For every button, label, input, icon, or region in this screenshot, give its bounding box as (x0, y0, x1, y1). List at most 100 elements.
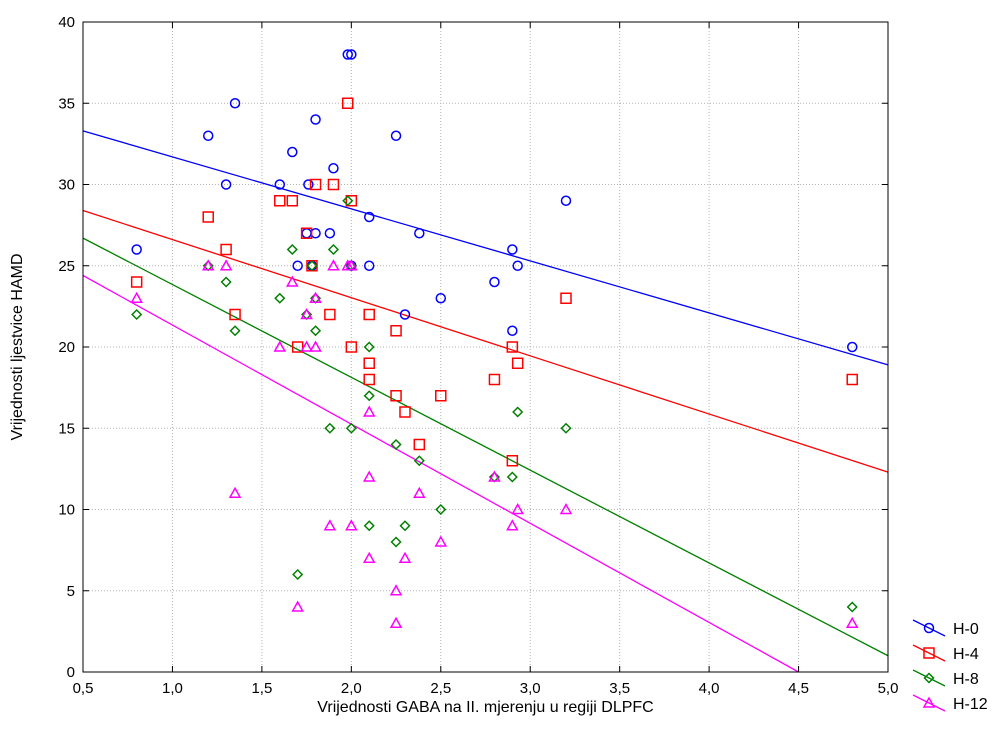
data-point (291, 600, 304, 612)
data-point (435, 390, 447, 402)
x-tick-label: 3,0 (520, 680, 541, 697)
legend-item-h-0: H-0 (912, 619, 979, 638)
data-point (229, 325, 241, 337)
y-tick-label: 25 (58, 258, 75, 275)
regression-line-h-8 (82, 237, 889, 657)
data-point (512, 406, 524, 418)
data-point (201, 259, 215, 271)
data-point (220, 276, 232, 288)
x-tick-label: 3,5 (609, 680, 630, 697)
data-point (229, 98, 241, 109)
data-point (363, 520, 375, 532)
data-point (488, 470, 501, 482)
data-point (309, 291, 322, 303)
y-tick-label: 0 (67, 664, 75, 681)
data-point (130, 291, 143, 303)
data-point (228, 486, 242, 498)
regression-line-h-12 (82, 274, 799, 673)
data-point (363, 308, 375, 321)
data-point (362, 405, 376, 417)
data-point (301, 228, 312, 239)
data-point (292, 260, 303, 271)
data-point (306, 260, 318, 272)
data-point (413, 438, 426, 451)
y-axis-label: Vrijednosti ljestvice HAMD (9, 253, 26, 440)
legend-label: H-4 (953, 646, 979, 663)
data-point (342, 97, 354, 109)
series-h-0 (131, 49, 858, 353)
data-point (345, 195, 358, 207)
data-point (345, 259, 358, 271)
data-point (846, 601, 858, 613)
data-point (489, 276, 500, 288)
data-point (286, 243, 298, 256)
data-point (362, 551, 376, 563)
legend-marker (923, 672, 935, 684)
data-point (346, 49, 357, 60)
data-point (229, 308, 241, 321)
data-point (363, 341, 375, 353)
data-point (131, 244, 142, 255)
data-point (327, 178, 340, 191)
y-tick-label: 40 (58, 14, 75, 31)
x-tick-label: 0,5 (73, 680, 94, 697)
data-point (300, 307, 313, 320)
data-point (324, 228, 336, 239)
data-point (511, 357, 524, 369)
legend: H-0 H-4 H-8 H-12 (912, 619, 988, 713)
x-tick-label: 5,0 (878, 680, 899, 697)
data-point (506, 341, 519, 353)
legend-line (912, 694, 946, 712)
data-point (488, 373, 501, 386)
data-point (286, 195, 299, 207)
data-point (559, 502, 573, 515)
legend-item-h-8: H-8 (912, 669, 979, 688)
data-point (303, 179, 314, 190)
data-point (390, 325, 402, 337)
x-tick-label: 2,5 (430, 680, 451, 697)
x-tick-label: 4,5 (788, 680, 809, 697)
data-point (219, 259, 233, 271)
data-point (363, 390, 375, 402)
data-point (300, 227, 313, 239)
data-point (286, 275, 299, 287)
x-tick-label: 2,0 (341, 680, 362, 697)
series-h-12 (130, 259, 859, 628)
data-point (292, 568, 304, 581)
legend-line (912, 669, 946, 687)
data-point (345, 422, 357, 434)
data-point (324, 308, 336, 321)
data-point (413, 486, 426, 498)
data-point (342, 49, 354, 60)
series-h-8 (131, 195, 858, 613)
data-point (434, 535, 448, 547)
data-point (507, 244, 518, 255)
data-point (399, 520, 411, 532)
data-point (327, 243, 340, 256)
x-tick-label: 4,0 (699, 680, 720, 697)
data-point (363, 260, 375, 271)
regression-line-h-0 (82, 130, 889, 366)
legend-label: H-12 (953, 696, 988, 713)
data-point (560, 422, 572, 434)
legend-line (912, 619, 946, 637)
data-points (130, 49, 859, 628)
data-point (327, 259, 340, 271)
legend-marker (922, 696, 936, 708)
data-point (310, 114, 321, 125)
data-point (390, 438, 402, 451)
data-point (390, 536, 402, 548)
data-point (398, 551, 412, 563)
data-point (274, 195, 286, 207)
data-point (342, 195, 354, 207)
y-tick-label: 15 (58, 420, 75, 437)
data-point (512, 260, 523, 271)
data-point (309, 325, 322, 337)
data-point (130, 276, 143, 288)
data-point (435, 503, 447, 516)
data-point (274, 292, 286, 304)
data-point (287, 146, 298, 158)
data-point (414, 228, 425, 239)
data-point (435, 293, 447, 304)
data-point (511, 502, 524, 515)
